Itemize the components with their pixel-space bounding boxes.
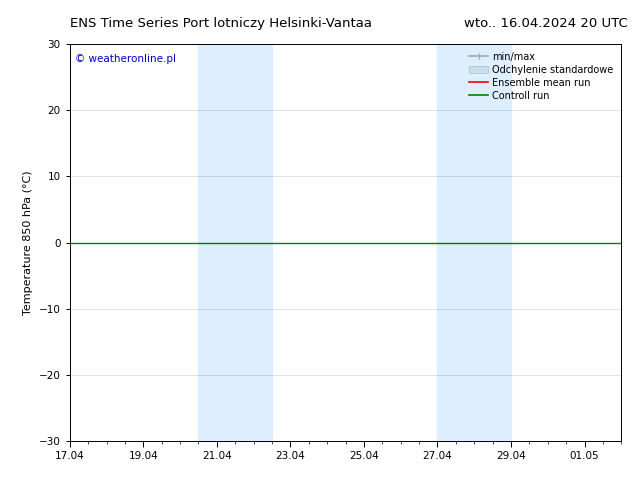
Y-axis label: Temperature 850 hPa (°C): Temperature 850 hPa (°C)	[23, 170, 33, 315]
Text: wto.. 16.04.2024 20 UTC: wto.. 16.04.2024 20 UTC	[464, 17, 628, 30]
Bar	[437, 44, 511, 441]
Bar	[198, 44, 272, 441]
Text: ENS Time Series Port lotniczy Helsinki-Vantaa: ENS Time Series Port lotniczy Helsinki-V…	[70, 17, 372, 30]
Text: © weatheronline.pl: © weatheronline.pl	[75, 54, 176, 64]
Legend: min/max, Odchylenie standardowe, Ensemble mean run, Controll run: min/max, Odchylenie standardowe, Ensembl…	[466, 49, 616, 103]
